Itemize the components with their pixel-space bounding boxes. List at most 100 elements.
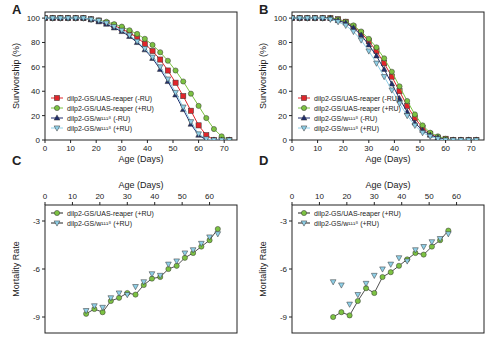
x-tick-label: 20 bbox=[92, 144, 101, 153]
series-line bbox=[86, 229, 218, 314]
marker-circle bbox=[215, 226, 220, 231]
marker-triangle-down bbox=[173, 90, 179, 95]
legend: dilp2-GS/UAS-reaper (-RU)dilp2-GS/UAS-re… bbox=[51, 95, 154, 133]
marker-triangle-down bbox=[381, 75, 387, 80]
x-tick bbox=[317, 140, 318, 143]
y-tick bbox=[42, 42, 45, 43]
marker-triangle-down bbox=[429, 240, 435, 245]
marker-circle bbox=[88, 17, 93, 22]
legend: dilp2-GS/UAS-reaper (+RU)dilp2-GS/w¹¹¹⁸ … bbox=[298, 210, 401, 228]
marker-circle bbox=[312, 15, 317, 20]
marker-triangle-down bbox=[347, 302, 353, 307]
x-tick bbox=[346, 202, 347, 205]
x-tick-label: 60 bbox=[452, 192, 461, 201]
marker-triangle-down bbox=[371, 273, 377, 278]
marker-circle bbox=[142, 36, 147, 41]
marker-triangle bbox=[358, 32, 364, 37]
x-tick-label: 30 bbox=[123, 192, 132, 201]
marker-circle bbox=[320, 15, 325, 20]
x-tick bbox=[429, 202, 430, 205]
y-tick bbox=[42, 18, 45, 19]
marker-triangle bbox=[351, 25, 357, 30]
marker-triangle-down bbox=[355, 293, 361, 298]
marker-circle bbox=[339, 310, 344, 315]
y-tick-label: 20 bbox=[278, 112, 287, 121]
marker-circle bbox=[65, 15, 70, 20]
y-axis-label: Survivorship (%) bbox=[258, 43, 268, 109]
x-tick bbox=[401, 202, 402, 205]
marker-triangle bbox=[366, 42, 372, 47]
x-tick-label: 60 bbox=[205, 192, 214, 201]
x-tick-label: 60 bbox=[441, 144, 450, 153]
marker-circle bbox=[81, 15, 86, 20]
marker-circle bbox=[50, 15, 55, 20]
panel-label: B bbox=[259, 2, 268, 17]
x-tick-label: 0 bbox=[290, 144, 295, 153]
marker-triangle-down bbox=[157, 273, 163, 278]
y-tick bbox=[289, 269, 292, 270]
x-tick bbox=[343, 140, 344, 143]
x-tick bbox=[420, 140, 421, 143]
marker-circle bbox=[73, 15, 78, 20]
marker-circle bbox=[451, 137, 456, 140]
marker-circle bbox=[405, 98, 410, 103]
x-tick bbox=[394, 140, 395, 143]
marker-triangle-down bbox=[363, 281, 369, 286]
x-tick-label: 50 bbox=[425, 192, 434, 201]
marker-square bbox=[219, 137, 224, 140]
marker-triangle-down bbox=[174, 259, 180, 264]
legend-label: dilp2-GS/w¹¹¹⁸ (+RU) bbox=[67, 125, 132, 133]
marker-circle bbox=[297, 15, 302, 20]
y-tick bbox=[289, 91, 292, 92]
x-tick bbox=[121, 140, 122, 143]
marker-circle bbox=[380, 274, 385, 279]
marker-triangle-down bbox=[380, 267, 386, 272]
marker-triangle-down bbox=[412, 123, 418, 128]
marker-triangle-down bbox=[45, 16, 48, 21]
marker-triangle-down bbox=[81, 16, 87, 21]
legend-label: dilp2-GS/UAS-reaper (+RU) bbox=[314, 105, 401, 113]
panel-label: A bbox=[12, 2, 22, 17]
marker-triangle-down bbox=[351, 29, 357, 34]
marker-square bbox=[305, 15, 310, 20]
legend-label: dilp2-GS/w¹¹¹⁸ (-RU) bbox=[314, 115, 377, 123]
panel: A010203040506070Age (Days)020406080100Su… bbox=[11, 2, 237, 164]
marker-triangle-down bbox=[458, 138, 464, 140]
x-tick bbox=[72, 202, 73, 205]
marker-square bbox=[196, 123, 201, 128]
marker-circle bbox=[165, 58, 170, 63]
marker-circle bbox=[58, 15, 63, 20]
marker-triangle-down bbox=[396, 256, 402, 261]
x-tick bbox=[99, 202, 100, 205]
marker-triangle-down bbox=[297, 16, 303, 21]
x-tick-label: 0 bbox=[43, 192, 48, 201]
x-tick-label: 40 bbox=[150, 192, 159, 201]
x-tick bbox=[456, 202, 457, 205]
marker-triangle-down bbox=[226, 138, 232, 140]
marker-triangle-down bbox=[157, 65, 163, 70]
plot-frame bbox=[45, 12, 237, 140]
marker-triangle-down bbox=[182, 251, 188, 256]
marker-circle bbox=[227, 137, 232, 140]
marker-circle bbox=[158, 50, 163, 55]
legend-label: dilp2-GS/w¹¹¹⁸ (-RU) bbox=[67, 115, 130, 123]
x-tick-label: 50 bbox=[169, 144, 178, 153]
marker-circle bbox=[173, 68, 178, 73]
marker-square bbox=[65, 15, 70, 20]
marker-circle bbox=[54, 105, 59, 110]
marker-circle bbox=[96, 18, 101, 23]
x-tick bbox=[319, 202, 320, 205]
x-tick-label: 30 bbox=[364, 144, 373, 153]
marker-triangle-down bbox=[445, 232, 451, 237]
x-tick-label: 70 bbox=[467, 144, 476, 153]
y-tick bbox=[289, 18, 292, 19]
x-tick bbox=[368, 140, 369, 143]
series-line bbox=[45, 18, 229, 140]
marker-triangle-down bbox=[421, 245, 427, 250]
marker-triangle-down bbox=[150, 55, 156, 60]
x-tick-label: 20 bbox=[339, 144, 348, 153]
marker-triangle-down bbox=[339, 283, 345, 288]
marker-triangle-down bbox=[104, 21, 110, 26]
marker-triangle-down bbox=[180, 105, 186, 110]
marker-triangle-down bbox=[165, 77, 171, 82]
